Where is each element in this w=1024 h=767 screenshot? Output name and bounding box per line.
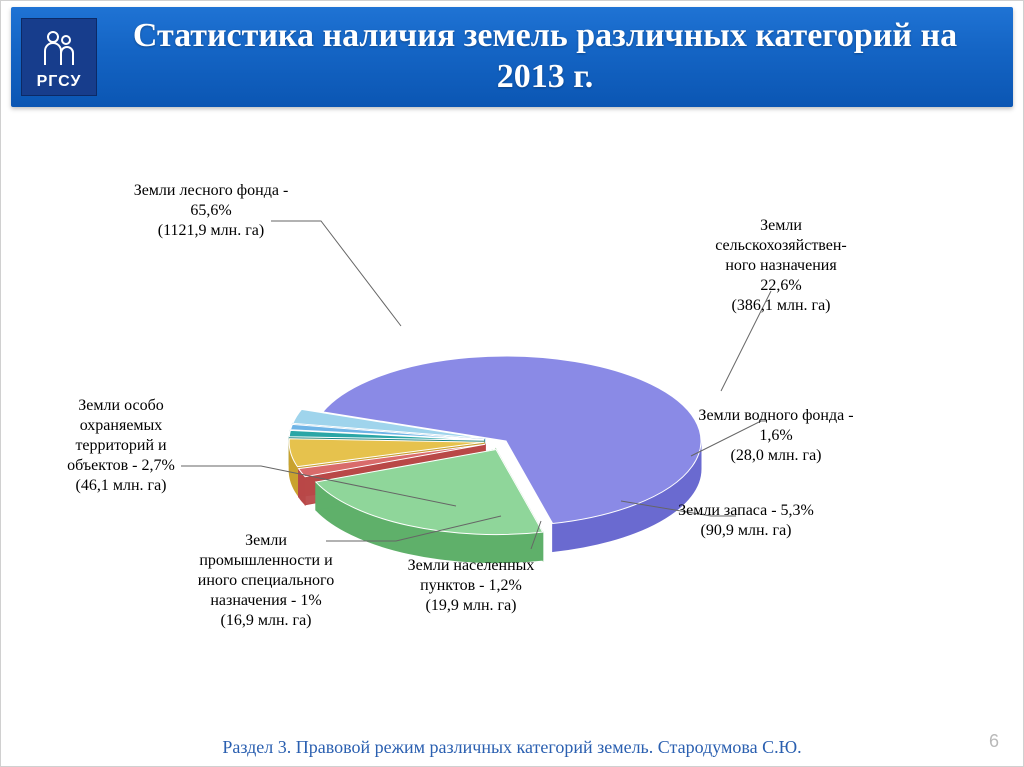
callout-settlements: Земли населенных пунктов - 1,2% (19,9 мл… <box>371 556 571 616</box>
logo-text: РГСУ <box>22 73 96 91</box>
header-bar: РГСУ Статистика наличия земель различных… <box>11 7 1013 107</box>
callout-water: Земли водного фонда - 1,6% (28,0 млн. га… <box>676 406 876 466</box>
callout-industry: Земли промышленности и иного специальног… <box>166 531 366 631</box>
footer-text: Раздел 3. Правовой режим различных катег… <box>1 737 1023 758</box>
logo: РГСУ <box>21 18 97 96</box>
pie-chart: Земли лесного фонда - 65,6% (1121,9 млн.… <box>1 121 1023 716</box>
callout-forest: Земли лесного фонда - 65,6% (1121,9 млн.… <box>111 181 311 241</box>
callout-agri: Земли сельскохозяйствен- ного назначения… <box>681 216 881 316</box>
callout-reserve: Земли запаса - 5,3% (90,9 млн. га) <box>646 501 846 541</box>
callout-protected: Земли особо охраняемых территорий и объе… <box>21 396 221 496</box>
page-number: 6 <box>989 731 999 752</box>
people-icon <box>39 27 79 67</box>
slide: РГСУ Статистика наличия земель различных… <box>0 0 1024 767</box>
slide-title: Статистика наличия земель различных кате… <box>97 16 1013 98</box>
